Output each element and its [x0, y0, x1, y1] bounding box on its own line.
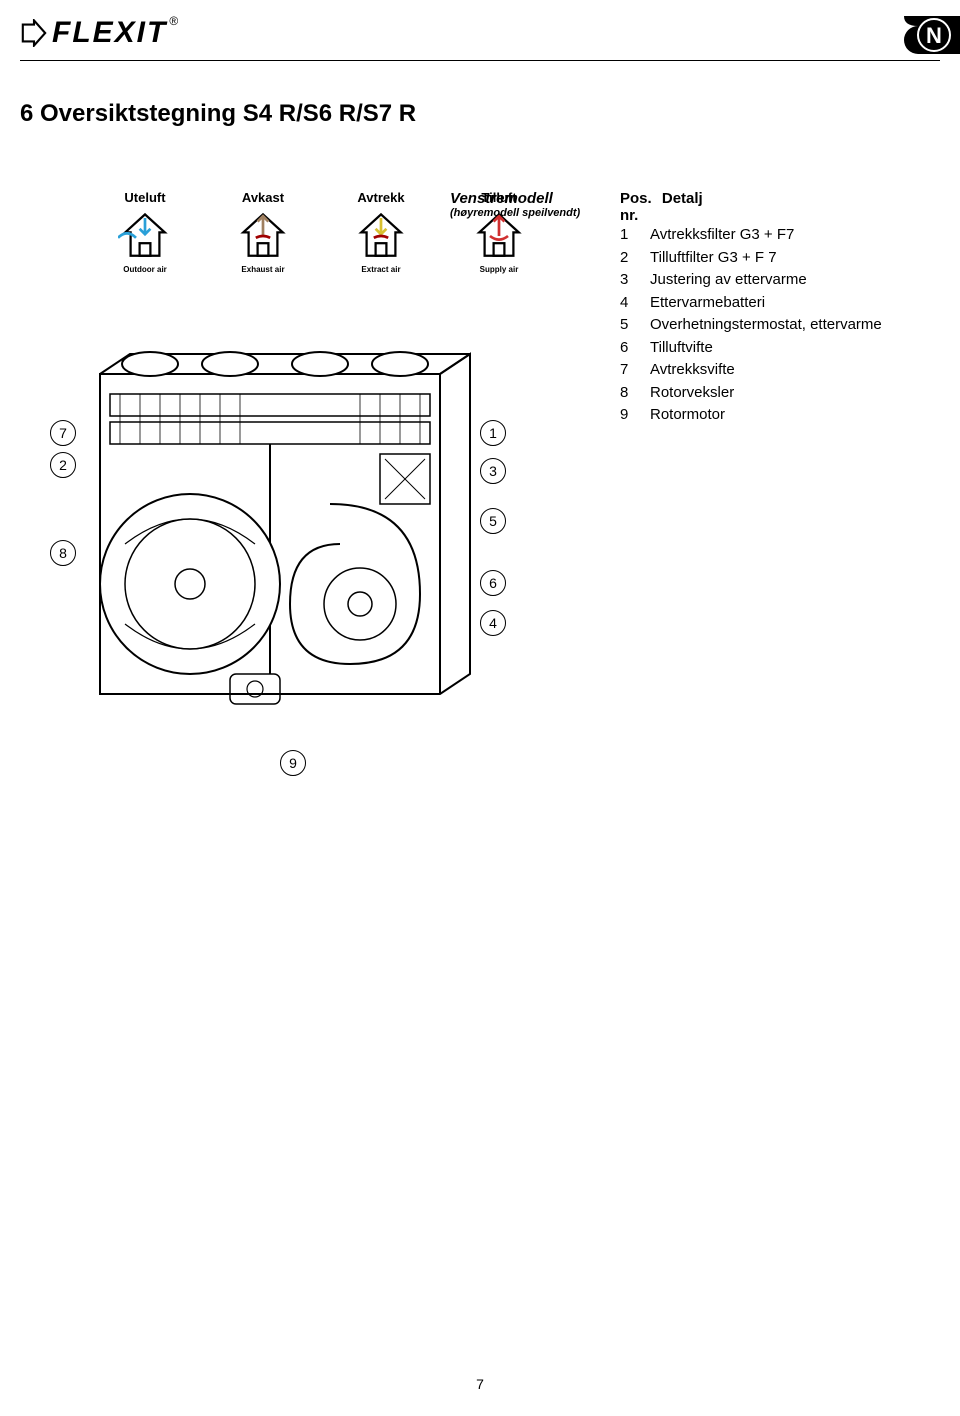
legend-text: Rotorveksler: [650, 382, 734, 405]
legend-text: Ettervarmebatteri: [650, 292, 765, 315]
logo: FLEXIT ®: [20, 16, 180, 50]
air-icon-label-bottom: Outdoor air: [123, 265, 167, 274]
house-icon: [118, 209, 172, 263]
legend-row: 7 Avtrekksvifte: [620, 359, 920, 382]
house-icon: [354, 209, 408, 263]
air-icon-label-top: Avkast: [242, 190, 284, 205]
legend-column: Pos. Detalj nr. 1 Avtrekksfilter G3 + F7…: [620, 190, 920, 739]
legend-text: Tilluftvifte: [650, 337, 713, 360]
air-icon-label-top: Uteluft: [124, 190, 165, 205]
callout-1: 1: [480, 420, 506, 446]
air-icon-label-bottom: Extract air: [361, 265, 400, 274]
logo-registered-icon: ®: [169, 14, 178, 28]
legend-row: 8 Rotorveksler: [620, 382, 920, 405]
model-label-sub: (høyremodell speilvendt): [450, 207, 620, 219]
callout-2: 2: [50, 452, 76, 478]
air-icon-label-bottom: Exhaust air: [241, 265, 284, 274]
house-icon: [236, 209, 290, 263]
legend-row: 5 Overhetningstermostat, ettervarme: [620, 314, 920, 337]
content-row: Venstremodell (høyremodell speilvendt) U…: [20, 190, 940, 739]
model-label-main: Venstremodell: [450, 190, 620, 207]
air-icon-label-bottom: Supply air: [480, 265, 519, 274]
page-number: 7: [0, 1376, 960, 1392]
callout-4: 4: [480, 610, 506, 636]
legend-title: Pos. Detalj: [620, 190, 920, 207]
model-label: Venstremodell (høyremodell speilvendt): [450, 190, 620, 219]
air-icon-extract: Avtrekk Extract air: [346, 190, 416, 274]
legend-row: 6 Tilluftvifte: [620, 337, 920, 360]
legend-title-line2: nr.: [620, 207, 920, 224]
legend-text: Overhetningstermostat, ettervarme: [650, 314, 882, 337]
legend-row: 1 Avtrekksfilter G3 + F7: [620, 224, 920, 247]
callout-9: 9: [280, 750, 306, 776]
logo-arrow-icon: [20, 19, 48, 47]
callout-5: 5: [480, 508, 506, 534]
logo-text: FLEXIT: [52, 16, 167, 50]
legend-text: Rotormotor: [650, 404, 725, 427]
legend-text: Avtrekksvifte: [650, 359, 735, 382]
legend-text: Tilluftfilter G3 + F 7: [650, 247, 777, 270]
page: FLEXIT ® N 6 Oversiktstegning S4 R/S6 R/…: [0, 0, 960, 1416]
legend-row: 9 Rotormotor: [620, 404, 920, 427]
diagram-column: Venstremodell (høyremodell speilvendt) U…: [20, 190, 580, 739]
header-rule: [20, 60, 940, 61]
callout-6: 6: [480, 570, 506, 596]
callout-8: 8: [50, 540, 76, 566]
legend-row: 2 Tilluftfilter G3 + F 7: [620, 247, 920, 270]
badge-letter: N: [926, 23, 942, 48]
language-badge-n: N: [904, 16, 960, 59]
air-icon-exhaust: Avkast Exhaust air: [228, 190, 298, 274]
legend-text: Avtrekksfilter G3 + F7: [650, 224, 794, 247]
section-title: 6 Oversiktstegning S4 R/S6 R/S7 R: [20, 100, 416, 128]
callout-3: 3: [480, 458, 506, 484]
callout-7: 7: [50, 420, 76, 446]
legend-row: 3 Justering av ettervarme: [620, 269, 920, 292]
unit-cutaway-drawing: [80, 294, 480, 734]
legend-text: Justering av ettervarme: [650, 269, 807, 292]
legend-row: 4 Ettervarmebatteri: [620, 292, 920, 315]
air-icon-label-top: Avtrekk: [357, 190, 404, 205]
air-icon-outdoor: Uteluft Outdoor air: [110, 190, 180, 274]
